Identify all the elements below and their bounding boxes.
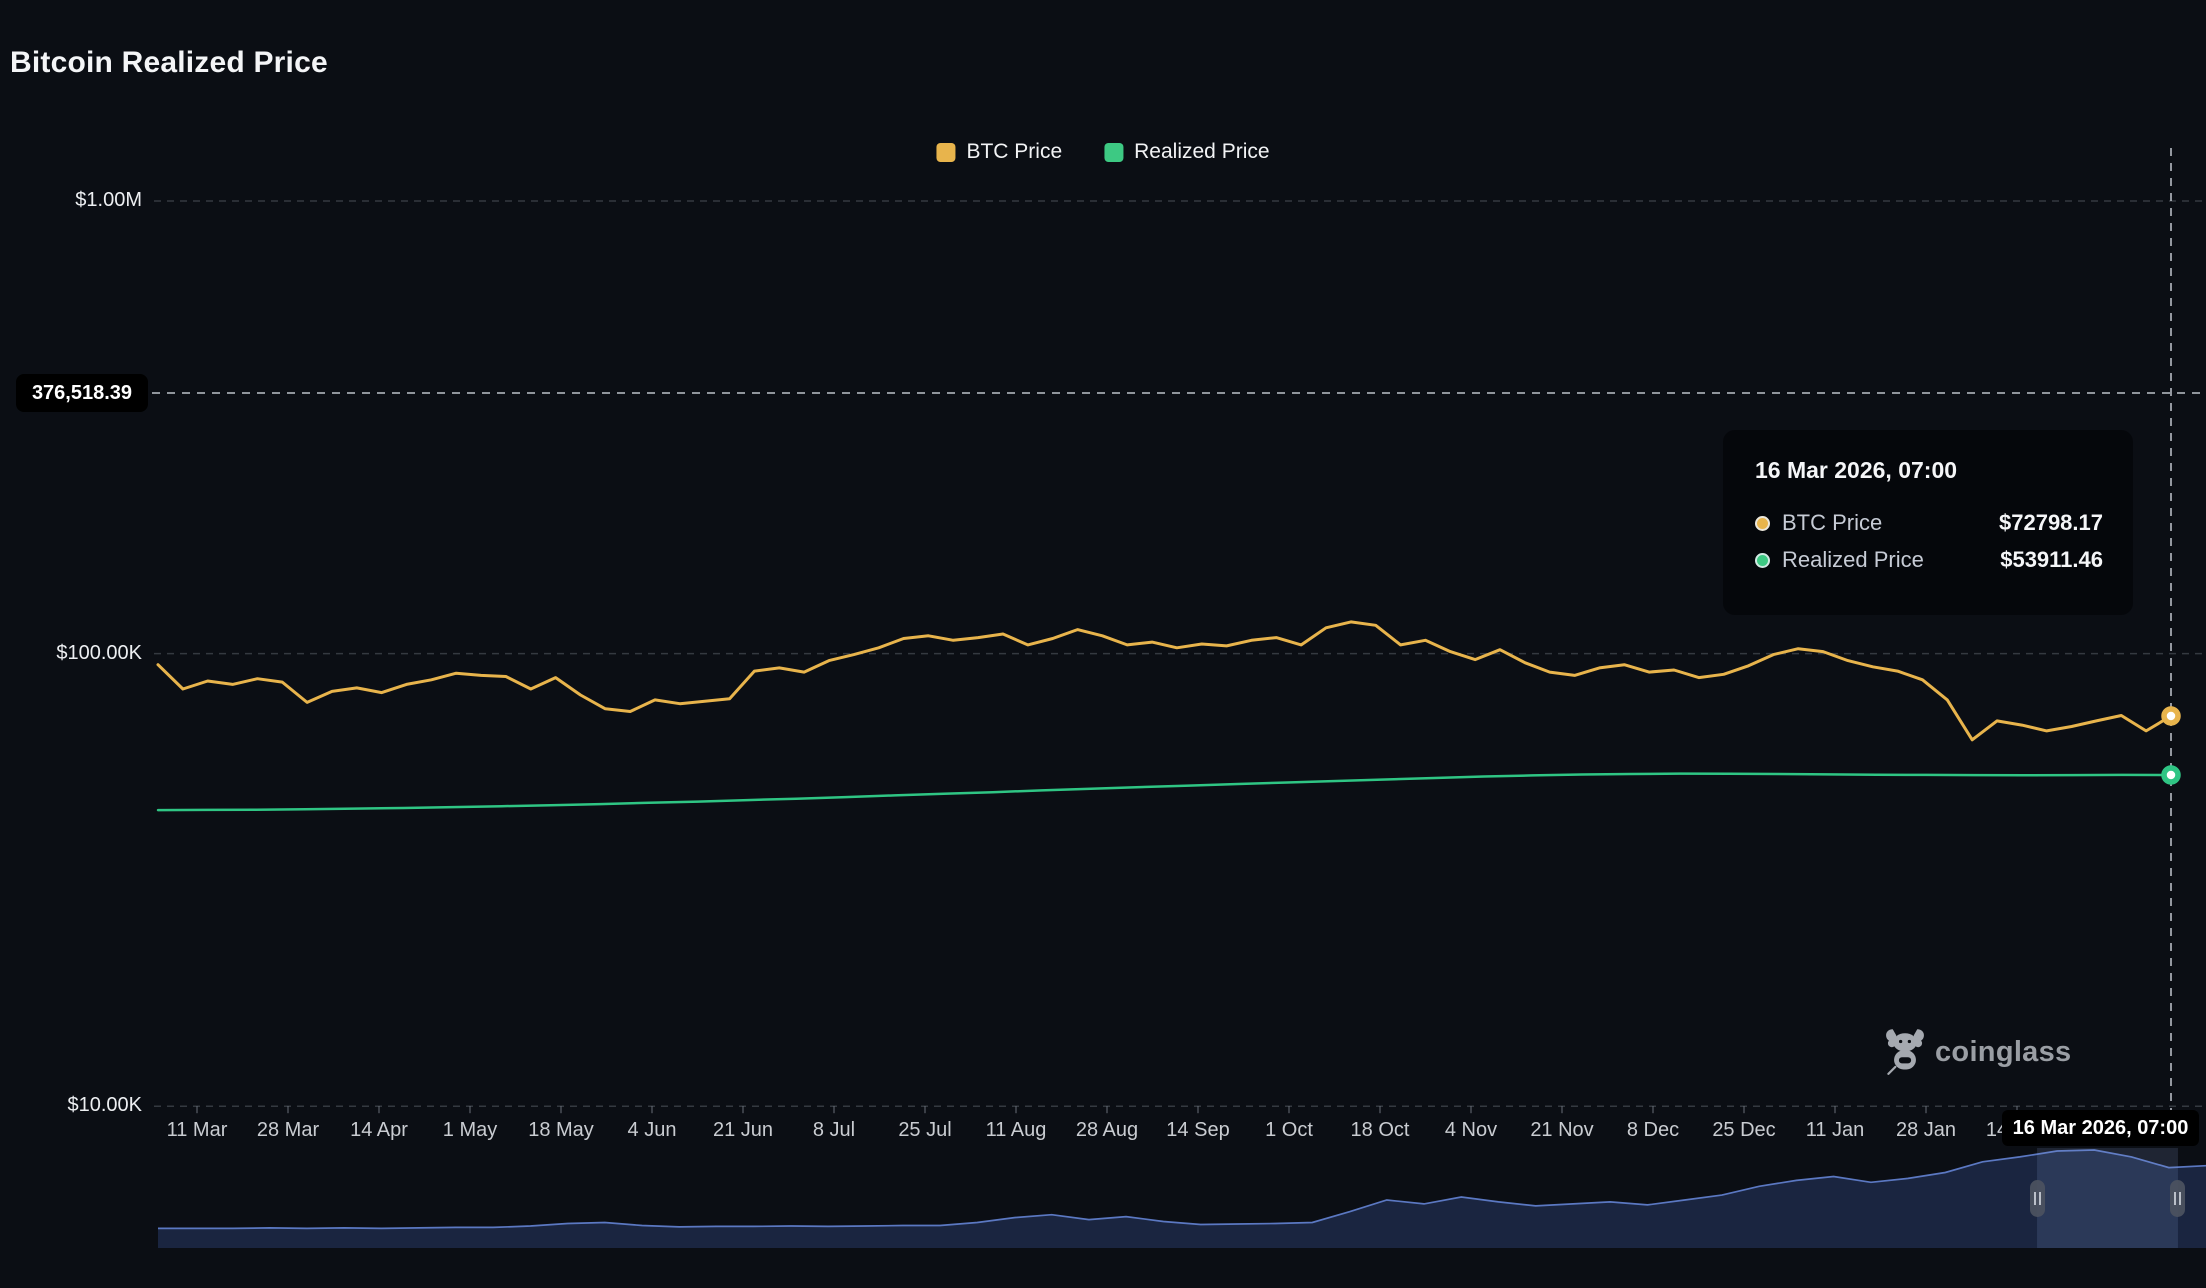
y-axis-label: $1.00M xyxy=(75,189,142,211)
chart-legend: BTC Price Realized Price xyxy=(936,140,1270,164)
legend-item-realized-price[interactable]: Realized Price xyxy=(1104,140,1270,164)
realized-price-dot-icon xyxy=(1755,552,1770,568)
x-axis-label: 18 Oct xyxy=(1350,1119,1410,1141)
btc-price-dot-icon xyxy=(1755,515,1770,531)
x-axis-label: 11 Mar xyxy=(166,1119,228,1141)
crosshair-x-value-badge: 16 Mar 2026, 07:00 xyxy=(2002,1110,2199,1146)
legend-label: Realized Price xyxy=(1134,140,1270,163)
x-axis-label: 18 May xyxy=(528,1119,594,1141)
tooltip-date: 16 Mar 2026, 07:00 xyxy=(1755,457,1958,483)
x-axis-label: 1 May xyxy=(442,1119,498,1141)
coinglass-bull-icon xyxy=(1886,1029,1924,1075)
page-title: Bitcoin Realized Price xyxy=(10,46,328,79)
x-axis-label: 28 Jan xyxy=(1895,1119,1957,1141)
x-axis-label: 28 Mar xyxy=(256,1119,320,1141)
tooltip-row-realized: Realized Price $53911.46 xyxy=(1755,547,2103,573)
navigator-right-handle[interactable] xyxy=(2170,1179,2186,1217)
x-axis-label: 25 Jul xyxy=(898,1119,952,1141)
x-axis-label: 21 Jun xyxy=(712,1119,774,1141)
tooltip-value: $53911.46 xyxy=(2000,547,2103,572)
watermark-text: coinglass xyxy=(1935,1035,2072,1068)
x-axis-label: 14 Sep xyxy=(1166,1119,1230,1141)
x-axis-label: 25 Dec xyxy=(1712,1119,1776,1141)
navigator-left-handle[interactable] xyxy=(2029,1179,2045,1217)
tooltip-row-btc: BTC Price $72798.17 xyxy=(1755,510,2103,536)
btc-price-swatch-icon xyxy=(936,142,956,162)
x-axis-label: 8 Dec xyxy=(1626,1119,1680,1141)
crosshair-y-value-badge: 376,518.39 xyxy=(16,374,148,412)
tooltip-value: $72798.17 xyxy=(1999,510,2103,535)
chart-tooltip: 16 Mar 2026, 07:00 BTC Price $72798.17 R… xyxy=(1723,430,2133,615)
x-axis-label: 14 Apr xyxy=(350,1119,408,1141)
realized-price-swatch-icon xyxy=(1104,142,1124,162)
x-axis-label: 4 Jun xyxy=(627,1119,677,1141)
coinglass-watermark: coinglass xyxy=(1884,1028,2071,1076)
legend-item-btc-price[interactable]: BTC Price xyxy=(936,140,1062,164)
tooltip-label: BTC Price xyxy=(1782,510,1883,535)
x-axis-label: 4 Nov xyxy=(1444,1119,1498,1141)
y-axis-label: $10.00K xyxy=(67,1094,142,1117)
tooltip-label: Realized Price xyxy=(1782,547,1924,572)
x-axis-label: 21 Nov xyxy=(1530,1119,1594,1141)
x-axis-label: 1 Oct xyxy=(1265,1119,1313,1141)
x-axis-label: 11 Jan xyxy=(1805,1119,1865,1141)
legend-label: BTC Price xyxy=(966,140,1063,163)
y-axis-label: $100.00K xyxy=(56,641,142,664)
x-axis-label: 11 Aug xyxy=(985,1119,1047,1141)
x-axis-label: 8 Jul xyxy=(812,1119,856,1141)
x-axis-label: 28 Aug xyxy=(1075,1119,1139,1141)
